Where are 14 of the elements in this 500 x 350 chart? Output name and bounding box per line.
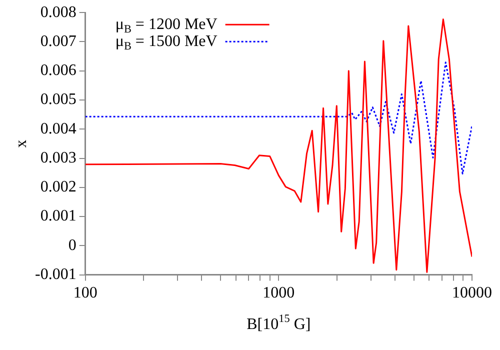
y-tick-label: 0.001 [40, 208, 76, 225]
y-tick-label: 0.005 [40, 91, 76, 108]
x-tick-label: 1000 [262, 284, 295, 302]
y-tick-label: 0.004 [40, 120, 76, 138]
x-tick-label: 100 [73, 284, 98, 302]
x-tick-label: 10000 [452, 284, 492, 302]
y-axis-title: x [13, 140, 30, 148]
y-tick-label: -0.001 [35, 266, 76, 284]
y-tick-label: 0 [68, 236, 76, 254]
y-tick-label: 0.002 [40, 178, 76, 196]
y-tick-label: 0.008 [40, 4, 76, 21]
y-tick-label: 0.007 [40, 32, 76, 50]
y-tick-label: 0.003 [40, 149, 76, 166]
y-tick-label: 0.006 [40, 62, 76, 80]
